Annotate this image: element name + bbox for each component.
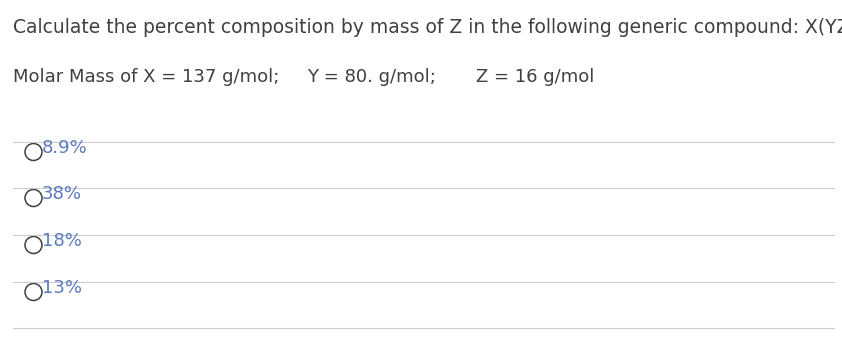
Text: 18%: 18%	[42, 232, 82, 251]
Text: 13%: 13%	[42, 279, 82, 297]
Text: Molar Mass of X = 137 g/mol;: Molar Mass of X = 137 g/mol;	[13, 68, 279, 86]
Text: Y = 80. g/mol;: Y = 80. g/mol;	[307, 68, 436, 86]
Text: 8.9%: 8.9%	[42, 139, 88, 157]
Text: Z = 16 g/mol: Z = 16 g/mol	[476, 68, 594, 86]
Text: Calculate the percent composition by mass of Z in the following generic compound: Calculate the percent composition by mas…	[13, 18, 842, 37]
Text: 38%: 38%	[42, 186, 82, 203]
